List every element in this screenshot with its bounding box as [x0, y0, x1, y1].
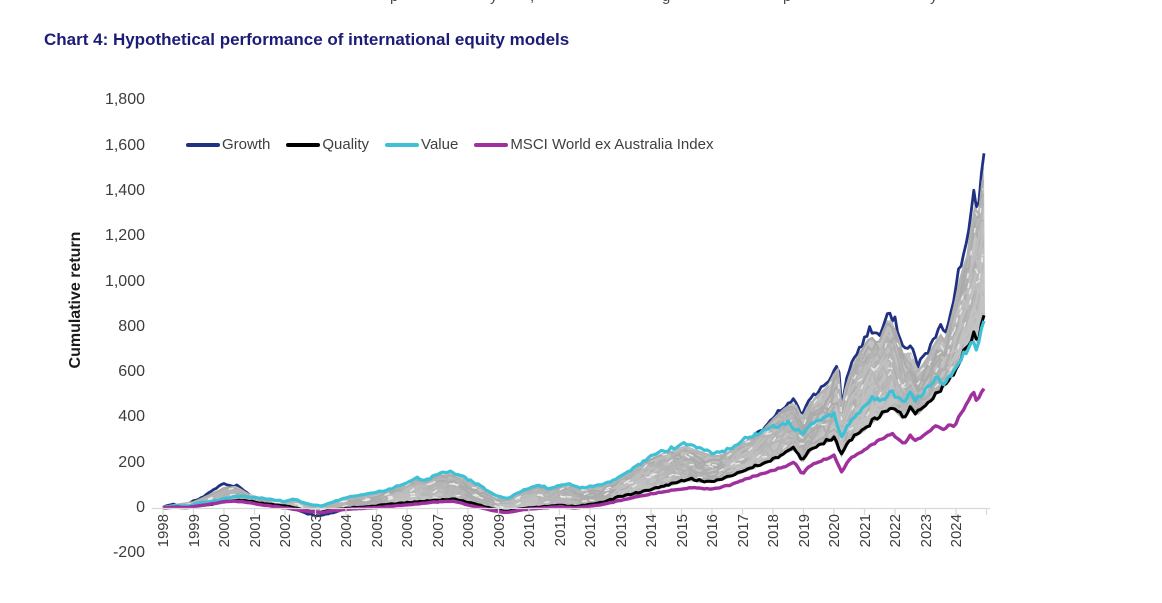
legend-swatch-icon — [286, 142, 321, 147]
simulation-strand — [162, 179, 984, 509]
legend-swatch-icon — [385, 142, 420, 147]
legend-item: Quality — [286, 136, 369, 153]
x-tick-label: 2010 — [521, 514, 538, 548]
x-tick-label: 2013 — [612, 514, 630, 548]
x-tick-label: 2011 — [551, 514, 569, 547]
x-tick-label: 2009 — [490, 514, 508, 548]
x-tick-label: 1998 — [155, 514, 172, 548]
series-growth-line — [162, 153, 986, 518]
simulation-strand-light — [162, 188, 984, 508]
x-tick-label: 2024 — [948, 514, 965, 548]
legend-label: MSCI World ex Australia Index — [510, 136, 714, 153]
chart-legend: Growth Quality Value MSCI World ex Australi… — [186, 136, 729, 153]
y-tick-label: 1,600 — [104, 136, 145, 154]
x-tick-label: 2023 — [917, 514, 935, 548]
legend-label: Growth — [222, 136, 271, 153]
text-fragment: p — [390, 0, 398, 5]
clipped-paragraph-fragment: p y, g p y — [0, 0, 1162, 7]
x-tick-label: 2000 — [216, 514, 233, 548]
x-tick-label: 2020 — [826, 514, 843, 548]
x-tick-label: 2001 — [246, 514, 264, 548]
text-fragment: g — [662, 0, 670, 5]
x-tick-label: 2022 — [887, 514, 904, 548]
y-tick-label: 1,400 — [104, 181, 145, 199]
text-fragment: p — [783, 0, 791, 5]
x-tick-label: 2007 — [429, 514, 447, 548]
legend-swatch-icon — [474, 142, 509, 147]
y-tick-label: 400 — [118, 408, 145, 426]
y-tick-label: 1,800 — [104, 91, 145, 109]
x-tick-label: 2002 — [277, 514, 294, 548]
legend-item: MSCI World ex Australia Index — [474, 136, 713, 153]
x-tick-label: 2004 — [338, 514, 355, 548]
x-tick-label: 2015 — [673, 514, 691, 548]
y-tick-label: 0 — [136, 499, 145, 516]
y-tick-label: 200 — [118, 453, 145, 471]
x-tick-label: 1999 — [185, 514, 203, 548]
legend-label: Value — [421, 136, 459, 153]
x-tick-label: 2021 — [856, 514, 874, 548]
series-value-line — [163, 320, 986, 510]
text-fragment: y — [930, 0, 938, 5]
legend-item: Growth — [186, 136, 270, 153]
y-tick-label: 600 — [118, 363, 145, 381]
x-tick-label: 2008 — [460, 514, 477, 548]
x-tick-label: 2005 — [368, 514, 386, 548]
y-tick-label: 800 — [118, 317, 145, 335]
x-tick-label: 2016 — [704, 514, 721, 548]
text-fragment: y — [490, 0, 498, 5]
legend-item: Value — [385, 136, 458, 153]
simulation-strand — [162, 193, 984, 509]
x-tick-label: 2017 — [734, 514, 752, 548]
x-tick-label: 2006 — [399, 514, 416, 548]
x-tick-label: 2012 — [582, 514, 599, 548]
simulation-strand — [162, 179, 984, 509]
chart-title: Chart 4: Hypothetical performance of int… — [44, 30, 570, 49]
legend-label: Quality — [322, 136, 370, 153]
x-tick-label: 2019 — [795, 514, 813, 548]
x-tick-label: 2018 — [765, 514, 782, 548]
x-tick-label: 2003 — [307, 514, 325, 548]
simulation-band-fill — [163, 163, 985, 514]
y-tick-label: 1,000 — [104, 272, 145, 290]
text-fragment: , — [530, 0, 534, 5]
legend-swatch-icon — [186, 142, 220, 147]
y-tick-label: -200 — [112, 544, 145, 562]
x-tick-label: 2014 — [643, 514, 660, 548]
simulation-strand-light — [162, 258, 984, 512]
y-tick-label: 1,200 — [104, 227, 145, 245]
